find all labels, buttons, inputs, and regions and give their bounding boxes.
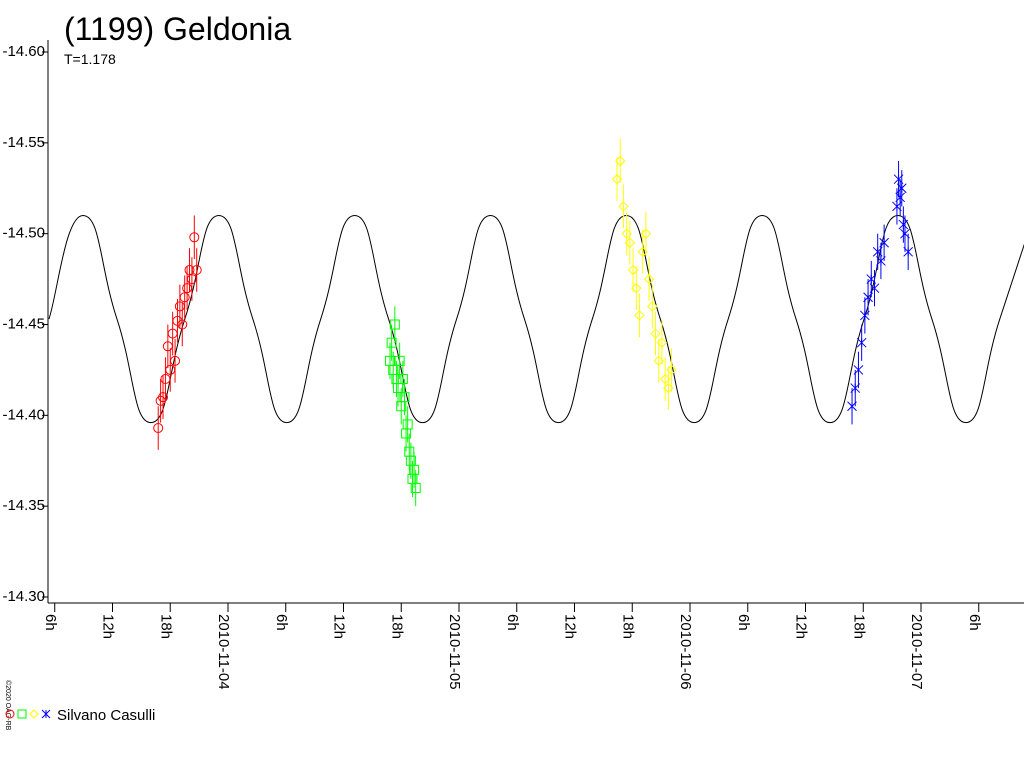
copyright: ©2020 OAG-RB (4, 680, 12, 731)
data-point (397, 374, 408, 384)
legend-marker (41, 709, 51, 719)
data-point (394, 355, 405, 366)
data-point (898, 219, 909, 230)
data-point (856, 337, 867, 348)
model-curve (48, 214, 1024, 424)
y-tick-label: -14.45 (2, 315, 45, 332)
data-point (624, 237, 636, 248)
data-point (410, 483, 421, 493)
x-tick-label: 6h (735, 614, 752, 631)
x-tick-label: 6h (273, 614, 290, 631)
data-point (184, 265, 195, 275)
data-point (647, 301, 658, 312)
x-tick-label: 12h (793, 614, 810, 639)
chart-subtitle: T=1.178 (64, 51, 116, 67)
data-point (189, 232, 200, 243)
legend-marker (29, 709, 39, 719)
plot-area (48, 139, 1024, 507)
x-tick-label: 2010-11-04 (215, 614, 232, 690)
data-point (853, 365, 864, 375)
y-tick-label: -14.50 (2, 225, 45, 242)
data-point (903, 246, 914, 257)
x-tick-label: 12h (100, 614, 117, 639)
data-point (895, 192, 906, 203)
legend-marker (17, 709, 27, 719)
data-point (869, 283, 880, 294)
data-point (615, 155, 626, 167)
y-tick-label: -14.30 (2, 588, 45, 605)
chart-title: (1199) Geldonia (64, 11, 291, 47)
x-tick-label: 12h (562, 614, 579, 639)
legend-label: Silvano Casulli (57, 707, 155, 724)
data-point (631, 282, 642, 294)
data-point (402, 419, 413, 430)
data-point (879, 237, 889, 248)
data-point (399, 392, 410, 403)
x-tick-label: 2010-11-07 (908, 614, 925, 690)
data-point (158, 392, 169, 403)
data-point (666, 364, 677, 376)
data-point (640, 228, 652, 239)
x-tick-label: 18h (619, 614, 636, 639)
y-tick-label: -14.60 (2, 43, 45, 60)
data-point (153, 423, 164, 434)
x-tick-label: 2010-11-05 (446, 614, 463, 690)
x-tick-label: 6h (966, 614, 983, 631)
data-point (650, 328, 661, 339)
data-point (386, 337, 397, 348)
x-tick-label: 18h (157, 614, 174, 639)
legend-marker (5, 709, 15, 719)
y-tick-label: -14.40 (2, 406, 45, 423)
x-tick-label: 18h (388, 614, 405, 639)
x-tick-label: 6h (42, 614, 59, 631)
data-point (643, 273, 655, 285)
y-tick-label: -14.35 (2, 497, 45, 514)
data-point (634, 310, 645, 321)
data-point (177, 319, 188, 330)
x-tick-label: 2010-11-06 (677, 614, 694, 690)
x-tick-label: 12h (331, 614, 348, 639)
data-point (896, 183, 907, 194)
x-tick-label: 18h (850, 614, 867, 639)
data-point (409, 464, 420, 475)
data-point (179, 292, 190, 303)
data-point (389, 319, 400, 330)
data-point (191, 265, 202, 275)
data-point (618, 201, 629, 212)
x-tick-label: 6h (504, 614, 521, 631)
data-point (170, 355, 181, 366)
data-point (656, 337, 668, 348)
y-tick-label: -14.55 (2, 134, 45, 151)
